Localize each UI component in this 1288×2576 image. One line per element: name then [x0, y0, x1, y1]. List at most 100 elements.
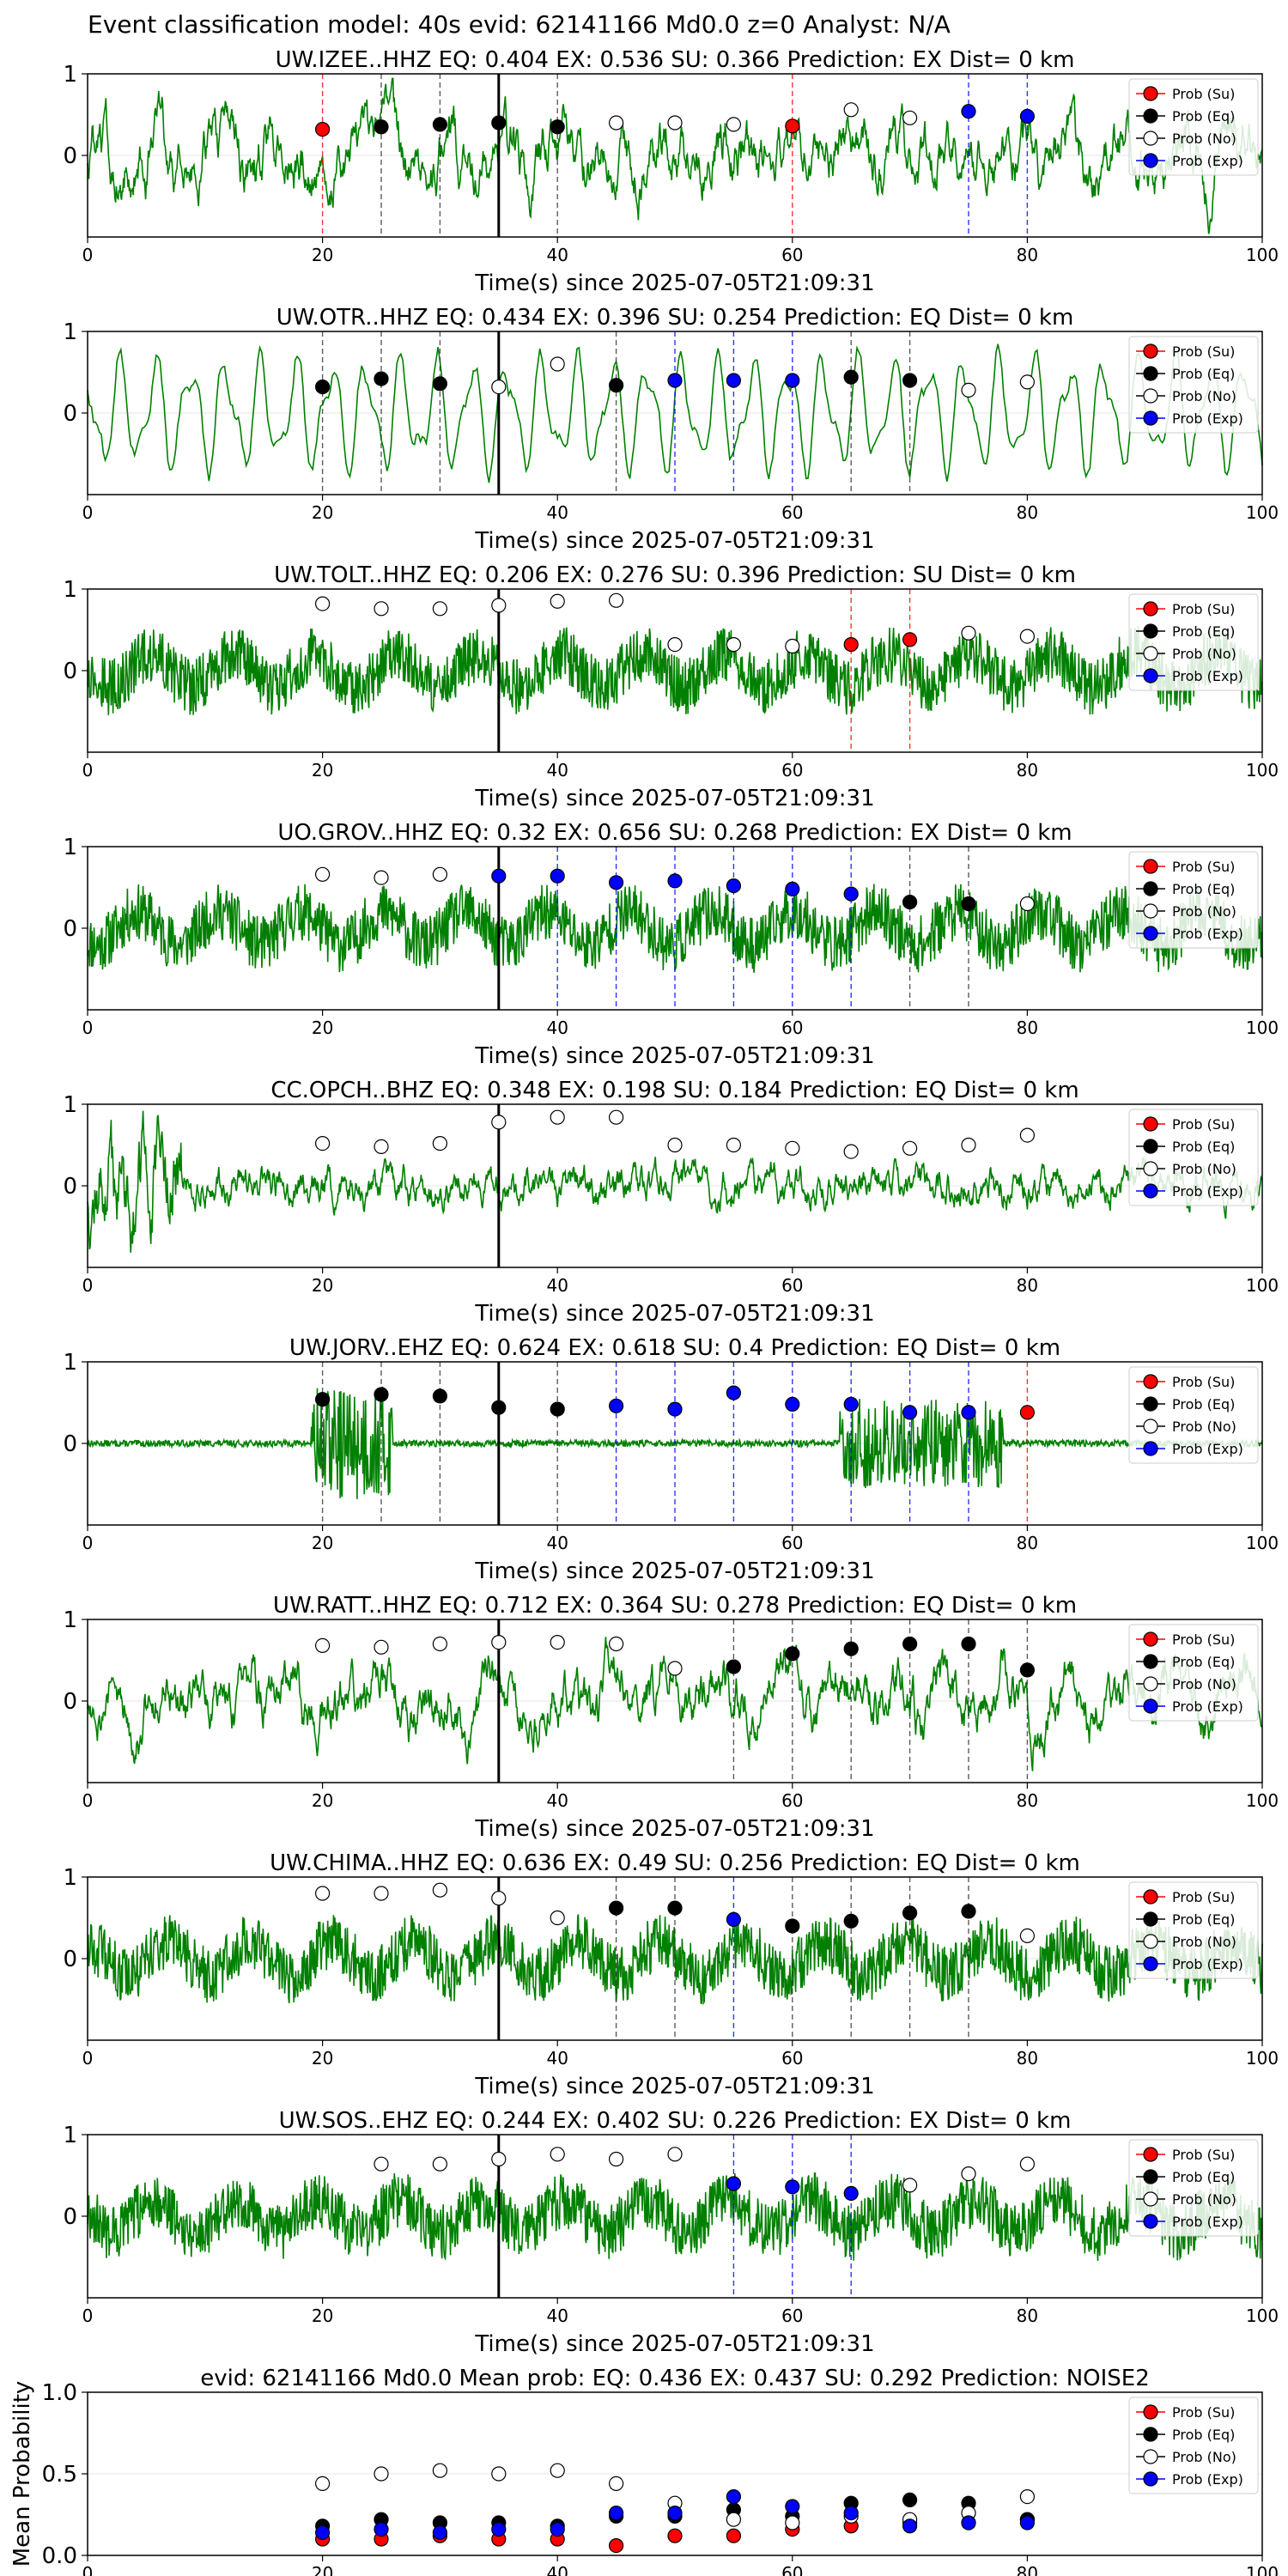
- legend-marker-exp: [1143, 153, 1158, 168]
- legend-label: Prob (Su): [1172, 601, 1235, 617]
- prob-marker-exp: [726, 2176, 742, 2191]
- legend-marker-eq: [1143, 1139, 1158, 1154]
- legend-label: Prob (Eq): [1172, 623, 1235, 640]
- x-axis-label: Time(s) since 2025-07-05T21:09:31: [474, 1558, 874, 1584]
- legend-box: [1128, 78, 1259, 176]
- prob-marker-eq: [1019, 1662, 1036, 1678]
- prob-marker-no: [1019, 1928, 1036, 1943]
- x-tick-label: 60: [781, 1018, 803, 1038]
- prob-marker-no: [491, 380, 507, 395]
- legend-marker-no: [1143, 2191, 1158, 2207]
- x-tick-label: 20: [312, 1790, 333, 1811]
- x-tick-label: 80: [1017, 2563, 1038, 2576]
- mean-prob-marker-su: [726, 2528, 742, 2543]
- prob-marker-no: [491, 1891, 507, 1906]
- legend-label: Prob (Su): [1172, 2147, 1235, 2163]
- x-tick-label: 100: [1246, 2306, 1279, 2326]
- legend-label: Prob (No): [1172, 903, 1236, 920]
- legend-label: Prob (Eq): [1172, 1654, 1235, 1670]
- prob-marker-exp: [608, 875, 624, 890]
- legend-marker-no: [1143, 131, 1158, 146]
- legend-label: Prob (Eq): [1172, 1911, 1235, 1928]
- legend-label: Prob (Exp): [1172, 668, 1243, 684]
- chart-panel: UO.GROV..HHZ EQ: 0.32 EX: 0.656 SU: 0.26…: [63, 820, 1279, 1069]
- x-tick-label: 100: [1246, 1790, 1279, 1811]
- legend-label: Prob (No): [1172, 131, 1236, 147]
- legend-marker-su: [1143, 1374, 1158, 1389]
- prob-marker-no: [608, 1109, 624, 1125]
- x-tick-label: 0: [82, 1018, 94, 1038]
- legend-marker-exp: [1143, 1441, 1158, 1456]
- prob-marker-eq: [843, 1641, 859, 1656]
- x-axis-label: Time(s) since 2025-07-05T21:09:31: [474, 2074, 874, 2099]
- x-tick-label: 20: [312, 2563, 333, 2576]
- panels: UW.IZEE..HHZ EQ: 0.404 EX: 0.536 SU: 0.3…: [9, 47, 1279, 2576]
- prob-marker-no: [1019, 2156, 1036, 2172]
- prob-marker-no: [550, 356, 565, 372]
- x-axis-label: Time(s) since 2025-07-05T21:09:31: [474, 1043, 874, 1069]
- prob-marker-no: [726, 636, 742, 653]
- prob-marker-eq: [608, 378, 624, 393]
- prob-marker-eq: [961, 1636, 976, 1652]
- legend-label: Prob (No): [1172, 1934, 1236, 1950]
- legend-marker-eq: [1143, 1654, 1158, 1669]
- legend-label: Prob (Exp): [1172, 2471, 1243, 2488]
- legend-label: Prob (No): [1172, 646, 1236, 662]
- legend: Prob (Su) Prob (Eq) Prob (No) Prob (Exp): [1128, 1109, 1259, 1206]
- prob-marker-eq: [785, 1918, 800, 1934]
- prob-marker-no: [315, 1886, 331, 1901]
- x-tick-label: 40: [546, 1018, 568, 1038]
- x-tick-label: 80: [1017, 2306, 1038, 2326]
- prob-marker-exp: [608, 1398, 624, 1413]
- legend: Prob (Su) Prob (Eq) Prob (No) Prob (Exp): [1128, 2397, 1259, 2494]
- prob-marker-no: [608, 1636, 624, 1652]
- y-tick-label: 0: [63, 1689, 77, 1715]
- prob-marker-exp: [843, 2185, 859, 2201]
- prob-marker-no: [608, 115, 624, 131]
- x-tick-label: 60: [781, 502, 803, 523]
- y-tick-label: 0: [63, 143, 77, 169]
- mean-prob-marker-no: [1019, 2489, 1036, 2505]
- prob-marker-no: [315, 1135, 331, 1151]
- prob-marker-no: [374, 2156, 389, 2172]
- legend: Prob (Su) Prob (Eq) Prob (No) Prob (Exp): [1128, 2139, 1259, 2237]
- x-tick-label: 80: [1017, 760, 1038, 781]
- mean-prob-marker-exp: [491, 2522, 507, 2537]
- legend: Prob (Su) Prob (Eq) Prob (No) Prob (Exp): [1128, 336, 1259, 434]
- waveform-trace: [87, 2172, 1263, 2262]
- legend-marker-eq: [1143, 108, 1158, 124]
- prob-marker-no: [491, 598, 507, 613]
- y-tick-label: 1: [63, 319, 77, 345]
- prob-marker-no: [902, 1140, 918, 1156]
- prob-marker-exp: [550, 868, 565, 884]
- y-tick-label: 1: [63, 1350, 77, 1376]
- prob-marker-no: [961, 1137, 976, 1153]
- legend-box: [1128, 851, 1259, 949]
- y-tick-label: 0: [63, 1431, 77, 1457]
- mean-prob-marker-exp: [315, 2524, 331, 2540]
- prob-marker-exp: [785, 373, 800, 388]
- y-tick-label: 0: [63, 916, 77, 942]
- y-tick-label: 0: [63, 1174, 77, 1200]
- x-axis-label: Time(s) since 2025-07-05T21:09:31: [474, 1301, 874, 1327]
- mean-prob-marker-exp: [785, 2499, 800, 2514]
- prob-marker-no: [608, 2151, 624, 2167]
- x-tick-label: 80: [1017, 502, 1038, 523]
- y-tick-label: 1: [63, 1092, 77, 1118]
- chart-title: UW.OTR..HHZ EQ: 0.434 EX: 0.396 SU: 0.25…: [276, 305, 1074, 331]
- legend-box: [1128, 1109, 1259, 1206]
- prob-marker-no: [667, 2147, 683, 2162]
- mean-prob-marker-exp: [432, 2524, 448, 2540]
- legend-label: Prob (Su): [1172, 2404, 1235, 2421]
- legend-marker-no: [1143, 646, 1158, 661]
- prob-marker-no: [1019, 374, 1036, 390]
- mean-prob-marker-exp: [1019, 2515, 1036, 2530]
- chart-title: UW.IZEE..HHZ EQ: 0.404 EX: 0.536 SU: 0.3…: [276, 47, 1075, 73]
- mean-prob-marker-no: [726, 2512, 742, 2527]
- x-tick-label: 100: [1246, 2563, 1279, 2576]
- legend-marker-no: [1143, 1676, 1158, 1692]
- mean-prob-marker-no: [608, 2476, 624, 2491]
- prob-marker-eq: [315, 380, 331, 395]
- legend-label: Prob (Exp): [1172, 1698, 1243, 1715]
- legend-marker-exp: [1143, 1956, 1158, 1971]
